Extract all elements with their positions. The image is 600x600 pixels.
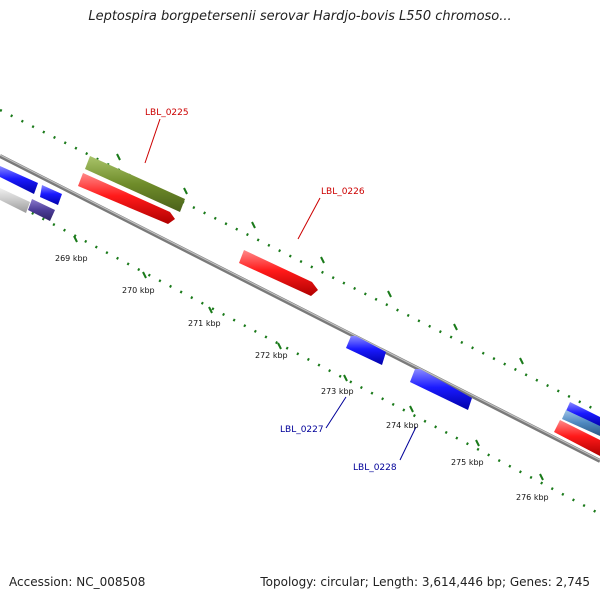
gene-right-steel	[562, 410, 600, 436]
gene-left-gray	[0, 188, 30, 213]
gene-lbl-0225-green	[85, 156, 185, 212]
gene-lbl-0225	[78, 173, 175, 224]
major-ticks	[73, 235, 544, 481]
chromosome-backbone	[0, 154, 600, 463]
scale-label: 273 kbp	[321, 387, 354, 396]
inner-tick-track	[0, 194, 600, 516]
scale-label: 269 kbp	[55, 254, 88, 263]
gene-left-blue	[0, 166, 38, 194]
gene-right-blue	[566, 402, 600, 427]
gene-left-purple	[28, 199, 55, 221]
gene-label-lbl-0226: LBL_0226	[321, 187, 365, 197]
label-leaders	[144, 118, 417, 461]
summary-text: Topology: circular; Length: 3,614,446 bp…	[260, 575, 590, 589]
gene-lbl-0226	[239, 250, 318, 296]
outer-tick-track	[0, 108, 600, 414]
gene-features	[0, 156, 600, 456]
map-title: Leptospira borgpetersenii serovar Hardjo…	[88, 9, 512, 24]
gene-right-red	[554, 420, 600, 456]
scale-label: 276 kbp	[516, 493, 549, 502]
gene-label-lbl-0225: LBL_0225	[145, 108, 189, 118]
gene-label-lbl-0227: LBL_0227	[280, 425, 324, 435]
scale-labels: 269 kbp 270 kbp 271 kbp 272 kbp 273 kbp …	[55, 254, 549, 502]
scale-label: 271 kbp	[188, 319, 221, 328]
gene-label-lbl-0228: LBL_0228	[353, 463, 397, 473]
gene-lbl-0227	[346, 336, 386, 365]
outer-major-ticks	[116, 153, 524, 365]
gene-lbl-0228	[410, 369, 472, 410]
scale-label: 275 kbp	[451, 458, 484, 467]
gene-left-blue-small	[40, 185, 62, 205]
scale-label: 270 kbp	[122, 286, 155, 295]
accession-text: Accession: NC_008508	[9, 575, 146, 589]
scale-label: 274 kbp	[386, 421, 419, 430]
scale-label: 272 kbp	[255, 351, 288, 360]
